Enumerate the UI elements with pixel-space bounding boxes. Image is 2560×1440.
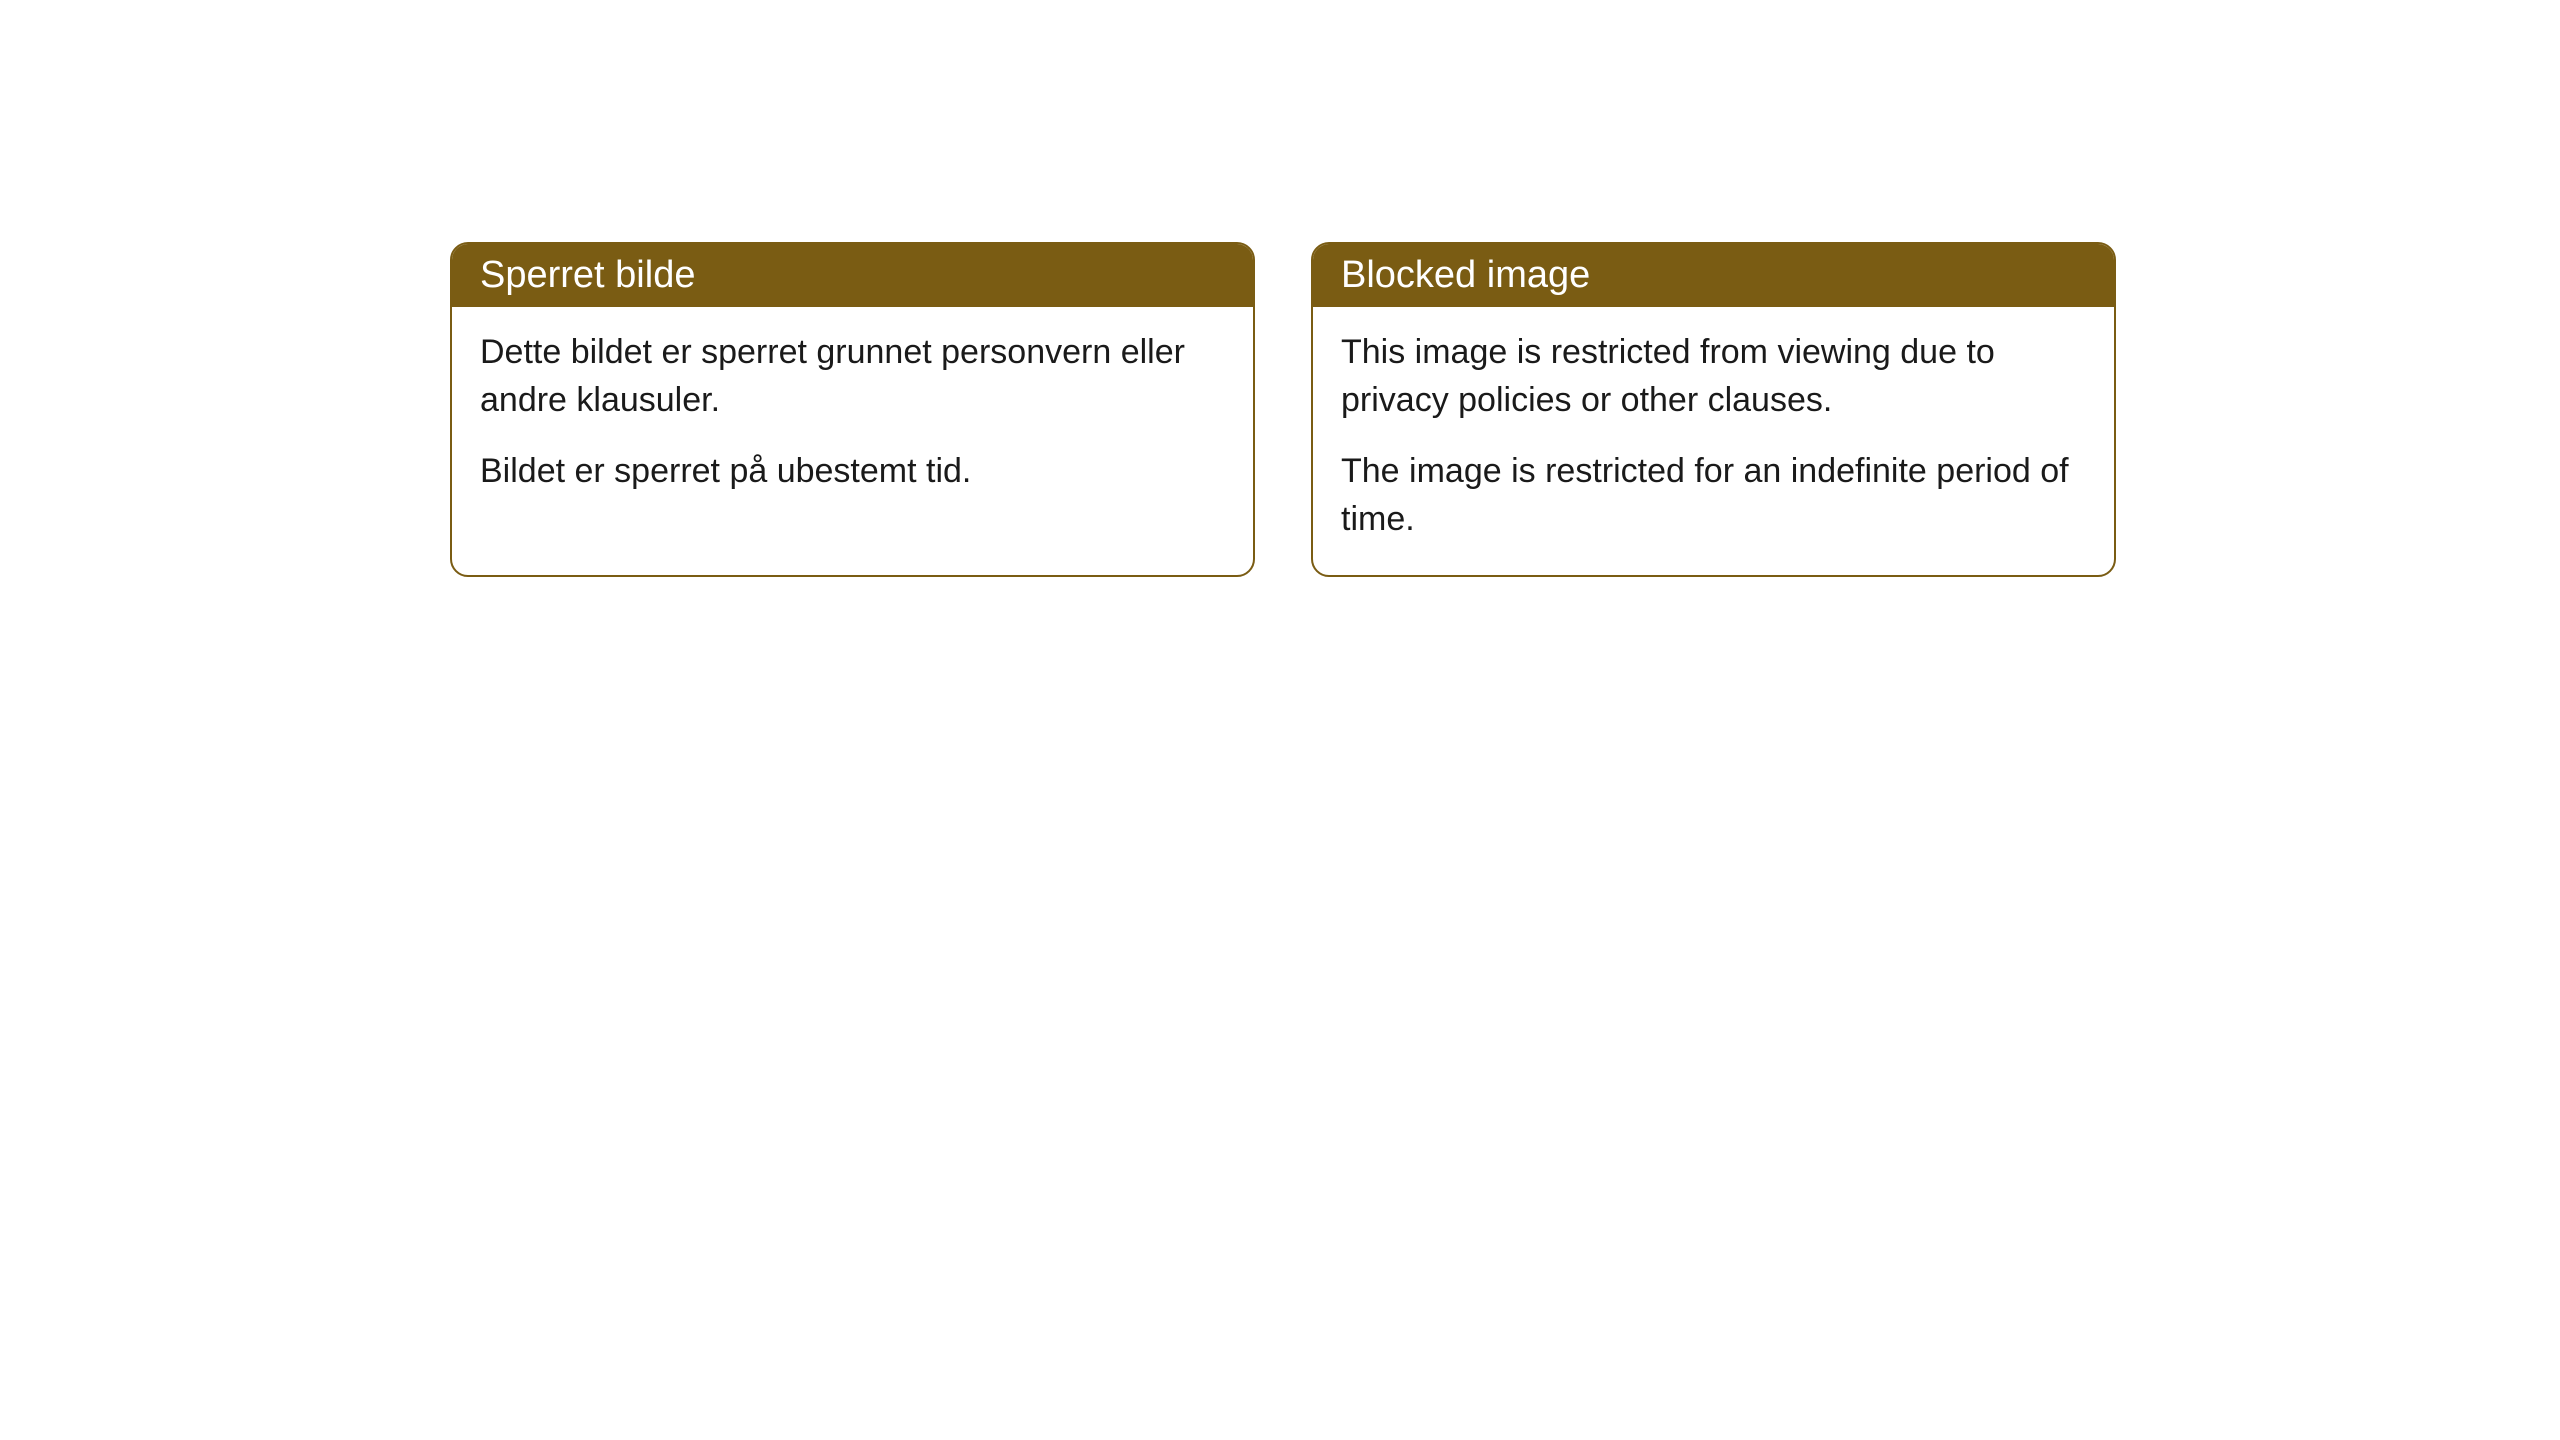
card-text-line-2: Bildet er sperret på ubestemt tid. — [480, 448, 1225, 496]
notice-card-norwegian: Sperret bilde Dette bildet er sperret gr… — [450, 242, 1255, 577]
card-header: Blocked image — [1313, 244, 2114, 307]
card-body: Dette bildet er sperret grunnet personve… — [452, 307, 1253, 528]
card-text-line-1: Dette bildet er sperret grunnet personve… — [480, 329, 1225, 424]
notice-cards-container: Sperret bilde Dette bildet er sperret gr… — [450, 242, 2116, 577]
card-text-line-2: The image is restricted for an indefinit… — [1341, 448, 2086, 543]
card-body: This image is restricted from viewing du… — [1313, 307, 2114, 575]
card-text-line-1: This image is restricted from viewing du… — [1341, 329, 2086, 424]
notice-card-english: Blocked image This image is restricted f… — [1311, 242, 2116, 577]
card-header: Sperret bilde — [452, 244, 1253, 307]
